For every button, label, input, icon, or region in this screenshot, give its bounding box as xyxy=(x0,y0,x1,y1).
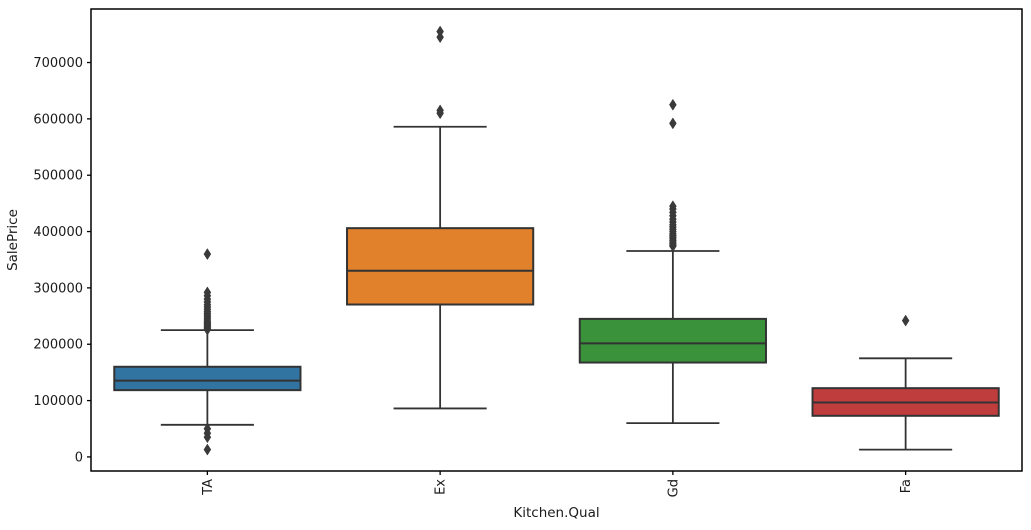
y-axis-label: SalePrice xyxy=(5,209,21,271)
outlier-point-Gd xyxy=(669,98,677,111)
outlier-point-Ex xyxy=(436,104,444,117)
outlier-point-Gd xyxy=(669,117,677,130)
y-tick-label: 100000 xyxy=(33,394,83,409)
y-tick-label: 600000 xyxy=(33,112,83,127)
x-tick-label: TA xyxy=(201,479,216,496)
y-tick-label: 700000 xyxy=(33,56,83,71)
y-tick-label: 0 xyxy=(75,450,83,465)
outlier-point-Ex xyxy=(436,25,444,38)
box-TA xyxy=(113,365,302,392)
outlier-point-TA xyxy=(203,422,212,435)
outlier-point-TA xyxy=(203,248,212,261)
y-tick-label: 500000 xyxy=(33,169,83,184)
outlier-point-TA xyxy=(203,286,212,299)
x-tick-label: Ex xyxy=(434,479,449,495)
outlier-point-TA xyxy=(203,443,212,456)
x-tick-label: Fa xyxy=(899,479,914,493)
outlier-point-Fa xyxy=(901,314,910,327)
y-tick-label: 400000 xyxy=(33,225,83,240)
outlier-point-Gd xyxy=(669,200,677,213)
x-tick-label: Gd xyxy=(666,479,681,497)
box-Gd xyxy=(578,317,767,364)
y-tick-label: 300000 xyxy=(33,281,83,296)
y-tick-label: 200000 xyxy=(33,338,83,353)
x-axis-label: Kitchen.Qual xyxy=(513,505,599,521)
box-Ex xyxy=(346,227,535,306)
